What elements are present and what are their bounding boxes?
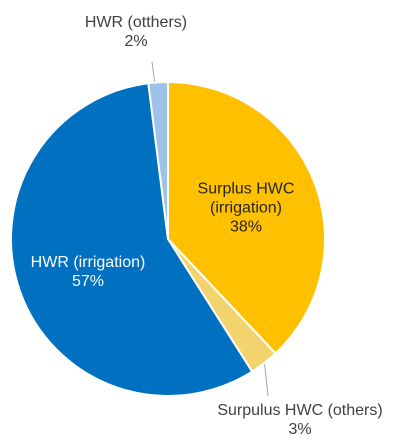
slice-label: HWR (irrigation) 57% xyxy=(8,253,168,291)
category-label: Surpulus HWC (others) xyxy=(217,402,383,419)
value-label: 57% xyxy=(71,273,105,290)
value-label: 2% xyxy=(124,33,148,50)
category-label: HWR (irrigation) xyxy=(30,254,146,271)
leader-line xyxy=(263,357,269,397)
category-label: Surplus HWC (irrigation) xyxy=(197,180,295,217)
leader-line xyxy=(151,61,156,85)
pie-slice xyxy=(167,80,326,355)
value-label: 38% xyxy=(229,218,263,236)
pie-slice xyxy=(10,82,254,397)
slice-label: Surplus HWC (irrigation) 38% xyxy=(181,180,311,237)
pie-slice xyxy=(147,80,169,240)
slice-label: HWR (otthers) 2% xyxy=(56,13,216,51)
category-label: HWR (otthers) xyxy=(84,14,188,31)
value-label: 3% xyxy=(288,421,312,438)
slice-label: Surpulus HWC (others) 3% xyxy=(180,401,408,439)
